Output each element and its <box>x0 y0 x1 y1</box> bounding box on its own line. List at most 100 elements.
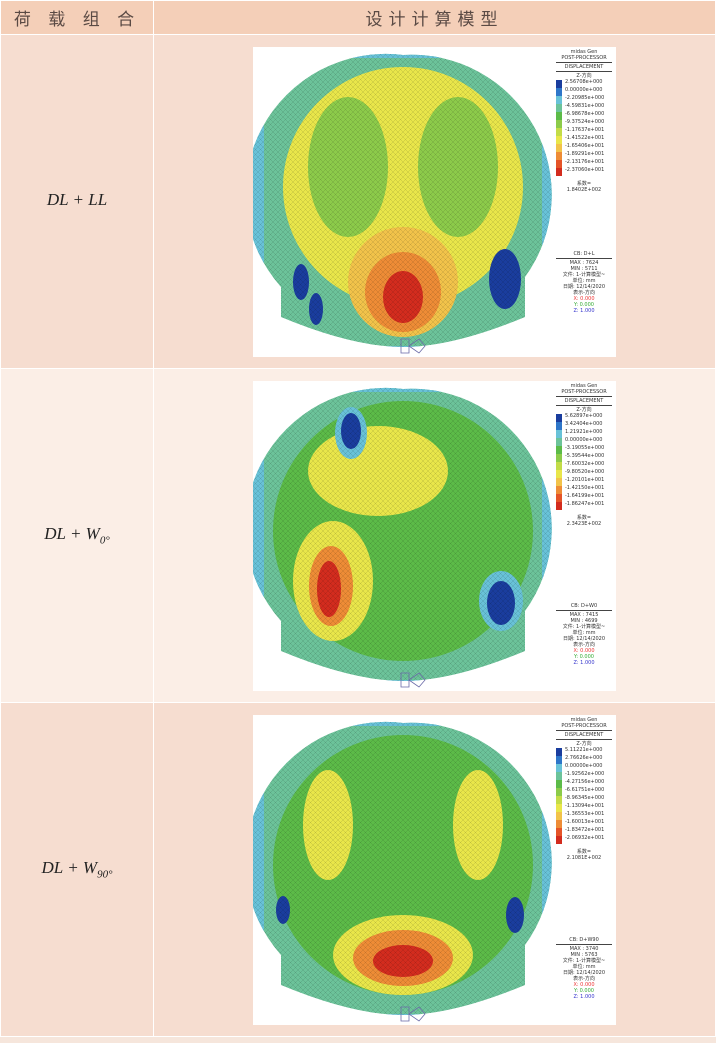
legend-swatch <box>556 493 562 502</box>
legend-swatch <box>556 485 562 494</box>
legend-divider <box>556 404 612 406</box>
unit-label: 单位: mm <box>572 629 596 636</box>
legend-value: -2.37060e+001 <box>565 166 605 173</box>
legend-processor: POST-PROCESSOR <box>561 54 607 61</box>
load-case-label: CB: D+W90 <box>569 936 599 943</box>
legend-swatch <box>556 453 562 462</box>
legend-item: -6.98678e+000 <box>556 111 612 120</box>
legend-item: 0.00000e+000 <box>556 437 612 446</box>
view-y: Y: 0.000 <box>574 987 594 994</box>
legend-swatch <box>556 763 562 772</box>
view-direction-label: 表示-方向 <box>573 641 595 648</box>
file-name: 文件: 1-计算模型~ <box>562 623 606 630</box>
view-z: Z: 1.000 <box>573 307 595 314</box>
legend-swatch <box>556 771 562 780</box>
legend-swatch <box>556 119 562 128</box>
legend-direction: Z-方向 <box>576 72 592 79</box>
max-node: MAX : 3740 <box>569 945 599 952</box>
displacement-contour-panel: midas Gen POST-PROCESSOR DISPLACEMENT Z-方向 2… <box>253 46 616 357</box>
unit-label: 单位: mm <box>572 963 596 970</box>
view-x: X: 0.000 <box>573 647 595 654</box>
legend-value: 1.21921e+000 <box>565 428 603 435</box>
legend-value: -4.27156e+000 <box>565 778 605 785</box>
legend-item: -2.06932e+001 <box>556 834 612 844</box>
legend-value: -1.86247e+001 <box>565 500 605 507</box>
legend-item: -5.39544e+000 <box>556 453 612 462</box>
contour-legend: midas Gen POST-PROCESSOR DISPLACEMENT Z-方向 5… <box>556 383 612 666</box>
legend-item: -1.42150e+001 <box>556 485 612 494</box>
legend-item: -7.60032e+000 <box>556 461 612 470</box>
legend-divider <box>556 943 612 945</box>
legend-direction: Z-方向 <box>576 406 592 413</box>
legend-value: -4.59831e+000 <box>565 102 605 109</box>
legend-value: -1.83472e+001 <box>565 826 605 833</box>
mesh-overlay <box>253 721 552 1015</box>
legend-item: -1.17637e+001 <box>556 127 612 136</box>
legend-swatch <box>556 779 562 788</box>
legend-value: 3.42404e+000 <box>565 420 603 427</box>
legend-swatch <box>556 827 562 836</box>
legend-value: -1.64199e+001 <box>565 492 605 499</box>
legend-value: -2.06932e+001 <box>565 834 605 841</box>
legend-value: -1.13094e+001 <box>565 802 605 809</box>
legend-item: -1.89291e+001 <box>556 150 612 160</box>
legend-value: 0.00000e+000 <box>565 762 603 769</box>
load-case-label: CB: D+L <box>573 250 595 257</box>
dome-contour-plot <box>253 721 552 1022</box>
legend-swatch <box>556 803 562 812</box>
legend-swatch <box>556 429 562 438</box>
view-y: Y: 0.000 <box>574 301 594 308</box>
max-node: MAX : 7624 <box>569 259 599 266</box>
unit-label: 单位: mm <box>572 277 596 284</box>
legend-item: -2.13176e+001 <box>556 159 612 168</box>
legend-factor-value: 2.1081E+002 <box>566 854 602 861</box>
legend-value: 2.56708e+000 <box>565 78 603 85</box>
load-combination-cell: DL + W90° <box>0 702 154 1037</box>
legend-swatch <box>556 87 562 96</box>
legend-item: -1.86247e+001 <box>556 500 612 510</box>
legend-swatch <box>556 819 562 828</box>
legend-item: -1.60013e+001 <box>556 819 612 828</box>
legend-swatch <box>556 437 562 446</box>
contour-legend: midas Gen POST-PROCESSOR DISPLACEMENT Z-方向 2… <box>556 49 612 314</box>
combo-label: DL + W <box>44 524 100 544</box>
legend-result-type: DISPLACEMENT <box>564 63 604 70</box>
legend-item: 0.00000e+000 <box>556 87 612 96</box>
min-node: MIN : 5763 <box>570 951 598 958</box>
legend-value: -1.89291e+001 <box>565 150 605 157</box>
legend-swatch <box>556 135 562 144</box>
dome-contour-plot <box>253 387 552 688</box>
contour-group <box>253 387 552 681</box>
legend-divider <box>556 738 612 740</box>
legend-swatch <box>556 501 562 510</box>
legend-software-name: midas Gen <box>570 716 598 723</box>
header-row: 荷 载 组 合 设计计算模型 <box>0 0 716 35</box>
model-cell: midas Gen POST-PROCESSOR DISPLACEMENT Z-方向 5… <box>153 702 716 1037</box>
legend-divider <box>556 395 612 397</box>
table-row: DL + W90° midas Gen POST-PROCESSOR DISPLAC… <box>0 702 716 1037</box>
legend-item: -1.41522e+001 <box>556 135 612 144</box>
legend-item: 2.76626e+000 <box>556 754 612 764</box>
view-z: Z: 1.000 <box>573 993 595 1000</box>
legend-item: -4.59831e+000 <box>556 102 612 112</box>
legend-value: -3.19055e+000 <box>565 444 605 451</box>
table-row: DL + LL midas Gen POST-PROCESSOR DISPLACEM… <box>0 34 716 369</box>
legend-swatch <box>556 477 562 486</box>
legend-value: 5.62897e+000 <box>565 412 603 419</box>
legend-item: -1.92562e+000 <box>556 771 612 780</box>
legend-item: 0.00000e+000 <box>556 762 612 772</box>
legend-result-type: DISPLACEMENT <box>564 397 604 404</box>
legend-swatch <box>556 787 562 796</box>
legend-value: 2.76626e+000 <box>565 754 603 761</box>
model-cell: midas Gen POST-PROCESSOR DISPLACEMENT Z-方向 2… <box>153 34 716 369</box>
table-row: DL + W0° midas Gen POST-PROCESSOR DISPLACE… <box>0 368 716 703</box>
file-name: 文件: 1-计算模型~ <box>562 957 606 964</box>
date-label: 日期: 12/14/2020 <box>562 283 606 290</box>
legend-factor-value: 2.3423E+002 <box>566 520 602 527</box>
legend-swatch <box>556 79 562 88</box>
legend-processor: POST-PROCESSOR <box>561 722 607 729</box>
legend-software-name: midas Gen <box>570 48 598 55</box>
legend-direction: Z-方向 <box>576 740 592 747</box>
legend-item: -1.20101e+001 <box>556 477 612 486</box>
